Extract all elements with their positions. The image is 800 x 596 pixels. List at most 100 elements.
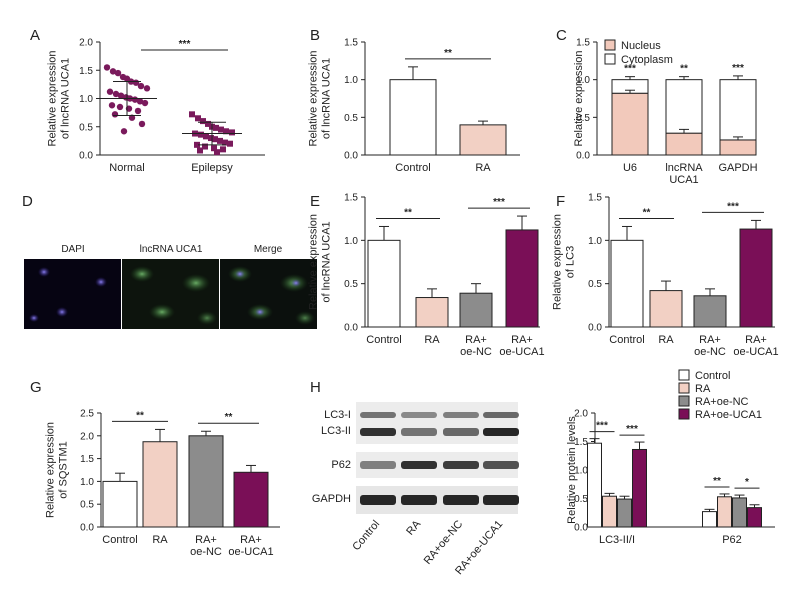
panel-letter-a: A [30, 27, 40, 44]
y-tick-label-e: 1.0 [344, 236, 358, 247]
data-point-a [128, 114, 136, 121]
blot-band [360, 495, 396, 505]
data-point-a [220, 146, 226, 153]
category-label-e: oe-UCA1 [499, 346, 544, 358]
y-axis-label-b: Relative expression [308, 51, 320, 147]
y-axis-label-e: of lncRNA UCA1 [321, 221, 333, 302]
legend-label-h: Control [695, 370, 730, 382]
y-tick-label-g: 1.0 [80, 477, 94, 488]
panel-letter-f: F [556, 193, 565, 210]
chart-f: 0.0 0.5 1.0 1.5 Relative expression of LC3 Con… [552, 193, 779, 359]
bar-h [702, 511, 717, 528]
legend-swatch-h [678, 408, 690, 420]
significance-label-a: *** [179, 39, 191, 50]
blot-strip-lc3 [356, 402, 518, 444]
panel-letter-b: B [310, 27, 320, 44]
category-label-c: lncRNA [665, 162, 703, 174]
panel-letter-h: H [310, 379, 321, 396]
y-tick-label-g: 2.5 [80, 409, 94, 420]
category-label-b: Control [395, 162, 430, 174]
significance-label-h: *** [626, 424, 638, 435]
bar-e [459, 292, 493, 328]
data-point-a [120, 128, 128, 135]
bar-cytoplasm-c [665, 79, 703, 134]
data-point-a [141, 99, 149, 107]
category-label-h: LC3-II/I [599, 534, 635, 546]
data-point-a [194, 141, 200, 148]
micro-label-uca1: lncRNA UCA1 [140, 244, 203, 255]
blot-band [360, 428, 396, 436]
category-label-g: Control [102, 534, 137, 546]
blot-band [360, 412, 396, 418]
y-axis-label-f: Relative expression [552, 214, 564, 310]
category-label-g: RA+ [240, 534, 262, 546]
blot-band [401, 412, 437, 418]
western-blot: LC3-I LC3-II P62 GAPDH Control RARA+oe-NC… [312, 402, 519, 577]
chart-a: 0.0 0.5 1.0 1.5 2.0 Relative expression of lnc… [47, 38, 265, 174]
data-point-a [197, 147, 203, 154]
bar-cytoplasm-c [719, 79, 757, 141]
bar-f [649, 290, 683, 328]
category-label-e: Control [366, 334, 401, 346]
bar-f [693, 295, 727, 328]
category-label-e: RA+ [465, 334, 487, 346]
blot-label-lc3-2: LC3-II [321, 425, 351, 437]
y-tick-label-c: 0.0 [576, 151, 590, 162]
bar-b [459, 124, 507, 156]
data-point-a [114, 69, 122, 77]
data-point-a [138, 120, 146, 128]
y-tick-label-b: 0.0 [344, 151, 358, 162]
category-label-b: RA [475, 162, 491, 174]
y-tick-label-f: 0.5 [588, 279, 602, 290]
y-tick-label-g: 2.0 [80, 431, 94, 442]
significance-label-c: *** [732, 63, 744, 74]
y-tick-label-e: 1.5 [344, 193, 358, 204]
y-axis-label-c: Relative expression [573, 51, 585, 147]
data-point-a [200, 118, 206, 125]
data-point-a [117, 92, 125, 99]
category-label-f: oe-UCA1 [733, 346, 778, 358]
legend-swatch-h [678, 382, 690, 394]
significance-label-h: *** [596, 421, 608, 432]
blot-label-p62: P62 [331, 459, 351, 471]
category-label-h: P62 [722, 534, 742, 546]
category-label-a: Epilepsy [191, 162, 233, 174]
data-point-a [223, 128, 229, 135]
blot-lane-label: Control [350, 518, 382, 553]
y-axis-label-a: of lncRNA UCA1 [60, 58, 72, 139]
data-point-a [212, 136, 218, 143]
y-tick-label-g: 0.0 [80, 523, 94, 534]
y-tick-label-g: 1.5 [80, 454, 94, 465]
significance-label-f: ** [643, 207, 651, 218]
data-point-a [217, 137, 223, 144]
category-label-e: RA+ [511, 334, 533, 346]
bar-b [389, 79, 437, 156]
data-point-a [116, 103, 124, 111]
category-label-f: RA+ [699, 334, 721, 346]
bar-h [717, 496, 732, 528]
data-point-a [227, 140, 233, 147]
y-axis-label-h: Relative protein levels [566, 416, 578, 524]
y-tick-label-h: 2.0 [574, 409, 588, 420]
y-tick-label-b: 1.0 [344, 75, 358, 86]
bar-h [747, 507, 762, 528]
bar-nucleus-c [719, 139, 757, 156]
blot-band [443, 461, 479, 469]
bar-f [739, 228, 773, 328]
panel-letter-e: E [310, 193, 320, 210]
category-label-f: Control [609, 334, 644, 346]
y-tick-label-f: 0.0 [588, 323, 602, 334]
category-label-c: GAPDH [718, 162, 757, 174]
panel-letter-c: C [556, 27, 567, 44]
category-label-c: U6 [623, 162, 637, 174]
data-point-a [137, 82, 145, 90]
y-tick-label-h: 0.0 [574, 523, 588, 534]
data-point-a [222, 139, 228, 146]
panel-letter-d: D [22, 193, 33, 210]
blot-label-gapdh: GAPDH [312, 493, 351, 505]
bar-nucleus-c [611, 92, 649, 156]
data-point-a [211, 145, 217, 152]
data-point-a [134, 107, 142, 115]
